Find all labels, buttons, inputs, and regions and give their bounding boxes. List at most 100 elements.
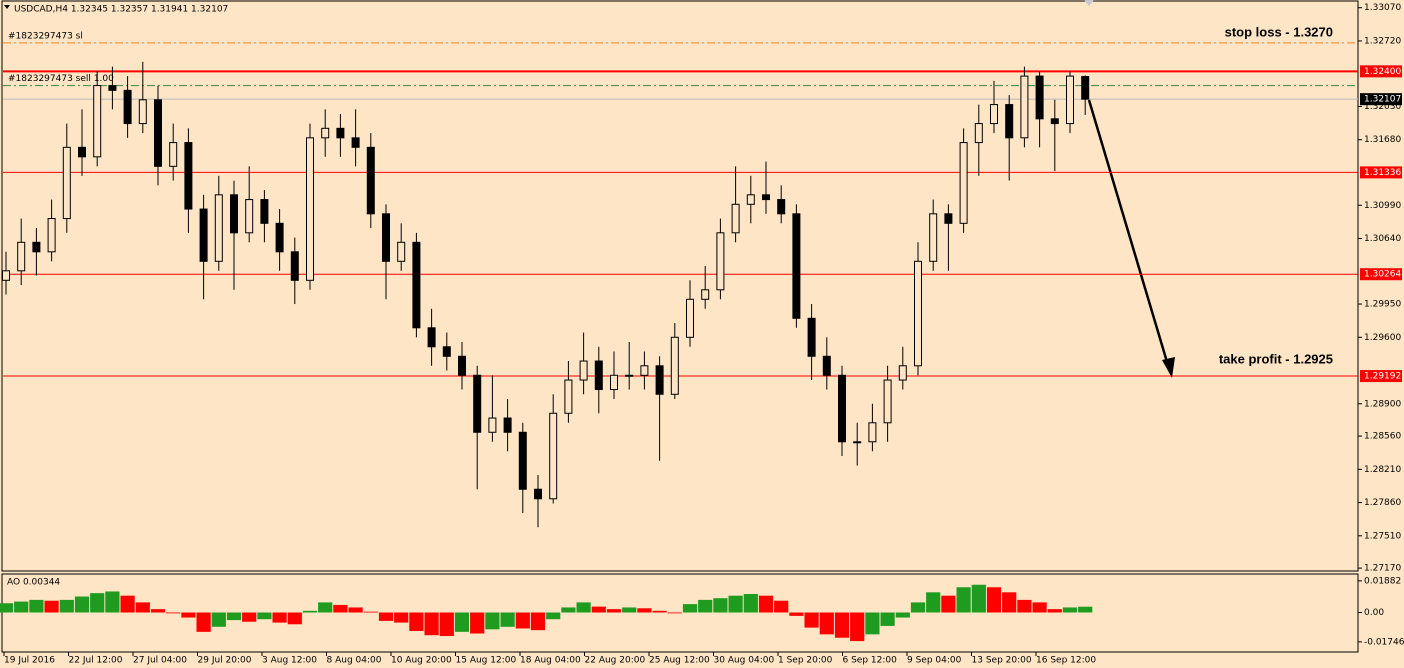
candle-body — [366, 146, 375, 215]
ao-bar — [211, 612, 226, 627]
candle-body — [564, 379, 573, 414]
candle-body — [351, 137, 360, 148]
level-tag-label: 1.30264 — [1364, 270, 1401, 280]
candle-body — [214, 194, 223, 262]
ao-bar — [728, 595, 743, 613]
ao-bar — [895, 612, 910, 618]
ao-bar — [150, 609, 166, 613]
chart-title: USDCAD,H4 1.32345 1.32357 1.31941 1.3210… — [14, 5, 228, 15]
candle-body — [138, 99, 147, 125]
ao-bar — [698, 599, 713, 613]
ao-bar — [789, 612, 804, 616]
trade-line-label: #1823297473 sell 1.00 — [8, 74, 114, 84]
ao-bar — [530, 612, 546, 631]
ao-bar — [926, 592, 941, 613]
ao-bar — [485, 612, 500, 630]
last-price-label: 1.32107 — [1364, 95, 1401, 105]
x-tick-label: 29 Jul 20:00 — [198, 656, 252, 666]
ao-bar — [14, 601, 29, 613]
y-tick-label: 0.00 — [1364, 608, 1384, 618]
candle-body — [230, 194, 238, 234]
candle-body — [990, 104, 998, 125]
ao-bar — [865, 612, 880, 635]
ao-bar — [242, 612, 257, 622]
x-tick-label: 3 Aug 12:00 — [262, 656, 317, 666]
trade-line-label: #1823297473 sl — [8, 31, 83, 41]
last-price-tag — [1360, 93, 1402, 106]
candle-body — [2, 270, 10, 281]
candle-body — [199, 208, 208, 262]
ao-bar — [819, 612, 834, 635]
candle-body — [321, 127, 330, 139]
ao-bar — [576, 602, 591, 613]
candle-body — [336, 127, 345, 139]
ao-bar — [0, 603, 14, 613]
y-tick-label: 1.32030 — [1364, 102, 1401, 112]
y-tick-label: 1.27860 — [1364, 498, 1401, 508]
candle-body — [807, 317, 816, 357]
ao-bar — [29, 599, 44, 613]
level-tag-label: 1.31336 — [1364, 168, 1401, 178]
x-tick-label: 30 Aug 04:00 — [714, 656, 775, 666]
ao-bar — [424, 612, 439, 636]
candle-body — [32, 241, 41, 253]
ao-bar — [470, 612, 485, 634]
ao-bar — [378, 612, 394, 621]
y-tick-label: 1.30640 — [1364, 234, 1401, 244]
candle-body — [108, 85, 117, 91]
candle-body — [412, 241, 421, 329]
ao-bar — [986, 587, 1002, 613]
ao-bar — [1047, 609, 1062, 613]
ao-bar — [971, 584, 986, 613]
ao-title: AO 0.00344 — [7, 578, 60, 588]
candle-body — [579, 360, 588, 381]
candle-body — [594, 360, 603, 391]
ao-bar — [394, 612, 409, 623]
ao-bar — [1062, 607, 1078, 613]
candle-body — [382, 213, 390, 262]
x-tick-label: 8 Aug 04:00 — [327, 656, 382, 666]
candle-body — [1020, 75, 1029, 139]
ao-bar — [318, 602, 333, 613]
ao-bar — [257, 612, 272, 620]
candle-body — [1035, 75, 1044, 120]
level-tag — [1360, 65, 1402, 78]
ao-bar — [910, 602, 926, 613]
arrow — [1087, 99, 1172, 373]
candle-body — [62, 146, 71, 220]
x-tick-label: 27 Jul 04:00 — [133, 656, 187, 666]
y-tick-label: -0.01746 — [1364, 637, 1404, 647]
level-tag — [1360, 370, 1402, 383]
x-tick-label: 16 Sep 12:00 — [1036, 656, 1096, 666]
x-tick-label: 25 Aug 12:00 — [649, 656, 710, 666]
candle-body — [473, 374, 482, 433]
candle-body — [974, 123, 983, 144]
ao-bar — [333, 604, 348, 613]
candle-body — [442, 346, 451, 357]
candle-body — [17, 241, 26, 272]
ao-bar — [941, 595, 956, 613]
ao-bar — [622, 607, 637, 613]
ao-bar — [105, 591, 120, 613]
ao-bar — [226, 612, 242, 621]
ao-bar — [363, 611, 378, 613]
ao-bar — [1032, 602, 1047, 613]
candle-body — [883, 379, 892, 424]
candle-body — [397, 241, 406, 262]
ao-bar — [956, 587, 971, 613]
ao-bar — [90, 593, 105, 613]
x-tick-label: 19 Jul 2016 — [4, 656, 55, 666]
ao-bar — [804, 612, 819, 628]
candle-body — [503, 417, 512, 433]
candle-body — [1066, 75, 1074, 125]
candle-body — [427, 327, 436, 348]
candle-body — [853, 441, 862, 444]
candle-body — [1050, 118, 1059, 125]
candle-body — [762, 194, 770, 201]
candle-body — [792, 213, 801, 319]
x-tick-label: 6 Sep 12:00 — [843, 656, 898, 666]
menu-icon — [4, 5, 10, 9]
candle-body — [731, 203, 740, 234]
candle-body — [929, 213, 938, 262]
